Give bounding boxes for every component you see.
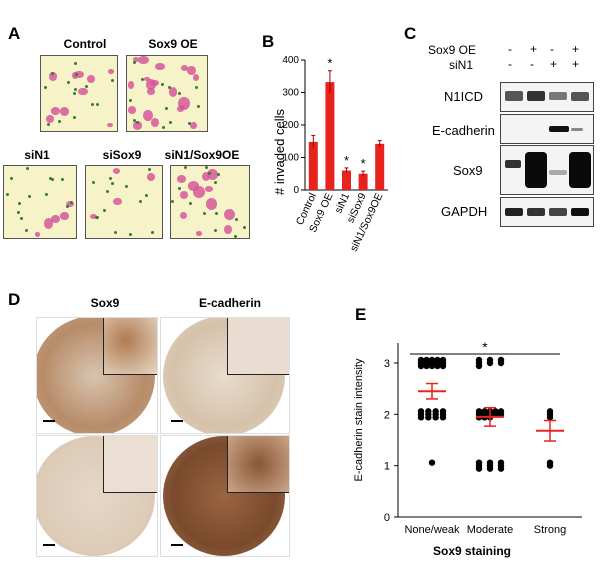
scatter-ytick-label: 3: [384, 358, 390, 370]
bar-ytick-label: 400: [282, 55, 299, 66]
scatter-xtick-label-1: Moderate: [467, 524, 513, 536]
sign-sin1-1: -: [508, 57, 512, 71]
bar-1: [325, 82, 335, 190]
scatter-point: [486, 359, 494, 367]
ihc-ecadherin-bottom: [160, 435, 290, 557]
bar-2: [342, 170, 351, 190]
sign-sin1-4: +: [572, 57, 580, 71]
scatter-point: [497, 465, 505, 472]
scatter-point: [497, 359, 505, 367]
condition-label-sox9-oe: Sox9 OE: [428, 43, 477, 57]
blot-gapdh: [500, 197, 594, 227]
sign-sin1-3: +: [550, 57, 558, 71]
panel-b-label: B: [262, 32, 275, 51]
blot-label-sox9: Sox9: [453, 163, 483, 178]
caption-sisox9: siSox9: [102, 148, 142, 162]
panel-d-label: D: [8, 290, 21, 309]
bar-ytick-label: 100: [282, 153, 299, 164]
bar-significance-1: *: [327, 56, 332, 71]
caption-sin1: siN1: [24, 148, 50, 162]
scatter-point: [434, 362, 441, 370]
panel-c-label: C: [404, 24, 417, 43]
scatter-point: [546, 462, 554, 469]
sign-sox9-1: -: [508, 42, 512, 56]
sign-sox9-3: -: [550, 42, 554, 56]
scatter-point: [428, 459, 436, 466]
bar-chart-ylabel: # invaded cells: [272, 109, 287, 195]
scatter-point: [417, 414, 425, 421]
sign-sin1-2: -: [530, 57, 534, 71]
column-label-sox9: Sox9: [90, 296, 120, 310]
bar-ytick-label: 0: [293, 185, 299, 196]
scatter-point: [432, 414, 439, 421]
scatter-xtick-label-0: None/weak: [404, 524, 460, 536]
ihc-sox9-top: [36, 317, 158, 434]
bar-ytick-label: 300: [282, 88, 299, 99]
scatter-xlabel: Sox9 staining: [433, 544, 511, 558]
scatter-ytick-label: 0: [384, 512, 390, 524]
caption-sox9-oe: Sox9 OE: [148, 37, 198, 51]
micrograph-sin1-sox9oe: [170, 165, 250, 239]
blot-n1icd: [500, 82, 594, 112]
condition-label-sin1: siN1: [449, 58, 474, 72]
blot-label-n1icd: N1ICD: [444, 89, 484, 104]
blot-label-gapdh: GAPDH: [441, 204, 488, 219]
caption-sin1-sox9oe: siN1/Sox9OE: [164, 148, 240, 162]
scatter-point: [475, 465, 483, 472]
scatter-point: [425, 414, 432, 421]
ihc-sox9-bottom: [36, 435, 158, 557]
caption-control: Control: [63, 37, 107, 51]
ihc-ecadherin-top: [160, 317, 290, 434]
blot-ecadherin: [500, 114, 594, 144]
scatter-point: [475, 362, 483, 370]
scatter-point: [546, 414, 554, 421]
bar-significance-3: *: [361, 156, 366, 171]
panel-a-label: A: [8, 24, 21, 43]
sign-sox9-2: +: [530, 42, 538, 56]
bar-significance-2: *: [344, 153, 349, 168]
ecadherin-scatter-plot: E-cadherin stain intensity Sox9 staining…: [353, 339, 582, 558]
bar-ytick-label: 200: [282, 120, 299, 131]
significance-star: *: [482, 339, 488, 355]
condition-sign-grid: - + - + - - + +: [500, 42, 595, 72]
sign-sox9-4: +: [572, 42, 580, 56]
scatter-ytick-label: 1: [384, 461, 390, 473]
blot-sox9: [500, 145, 594, 195]
scatter-ytick-label: 2: [384, 409, 390, 421]
micrograph-sox9-oe: [126, 55, 208, 132]
scatter-point: [439, 362, 447, 370]
bar-3: [358, 173, 368, 190]
blot-label-ecadherin: E-cadherin: [432, 123, 495, 138]
scatter-point: [417, 362, 425, 370]
panel-e-label: E: [355, 305, 367, 324]
scatter-xtick-label-2: Strong: [534, 524, 566, 536]
micrograph-control: [40, 55, 118, 132]
column-label-ecadherin: E-cadherin: [198, 296, 261, 310]
micrograph-sin1: [3, 165, 77, 239]
micrograph-sisox9: [85, 165, 163, 239]
scatter-ylabel: E-cadherin stain intensity: [353, 358, 365, 481]
scatter-point: [428, 362, 436, 370]
bar-0: [308, 141, 318, 190]
scatter-point: [423, 362, 430, 370]
scatter-point: [439, 414, 447, 421]
bar-4: [375, 143, 385, 190]
scatter-point: [486, 465, 494, 472]
